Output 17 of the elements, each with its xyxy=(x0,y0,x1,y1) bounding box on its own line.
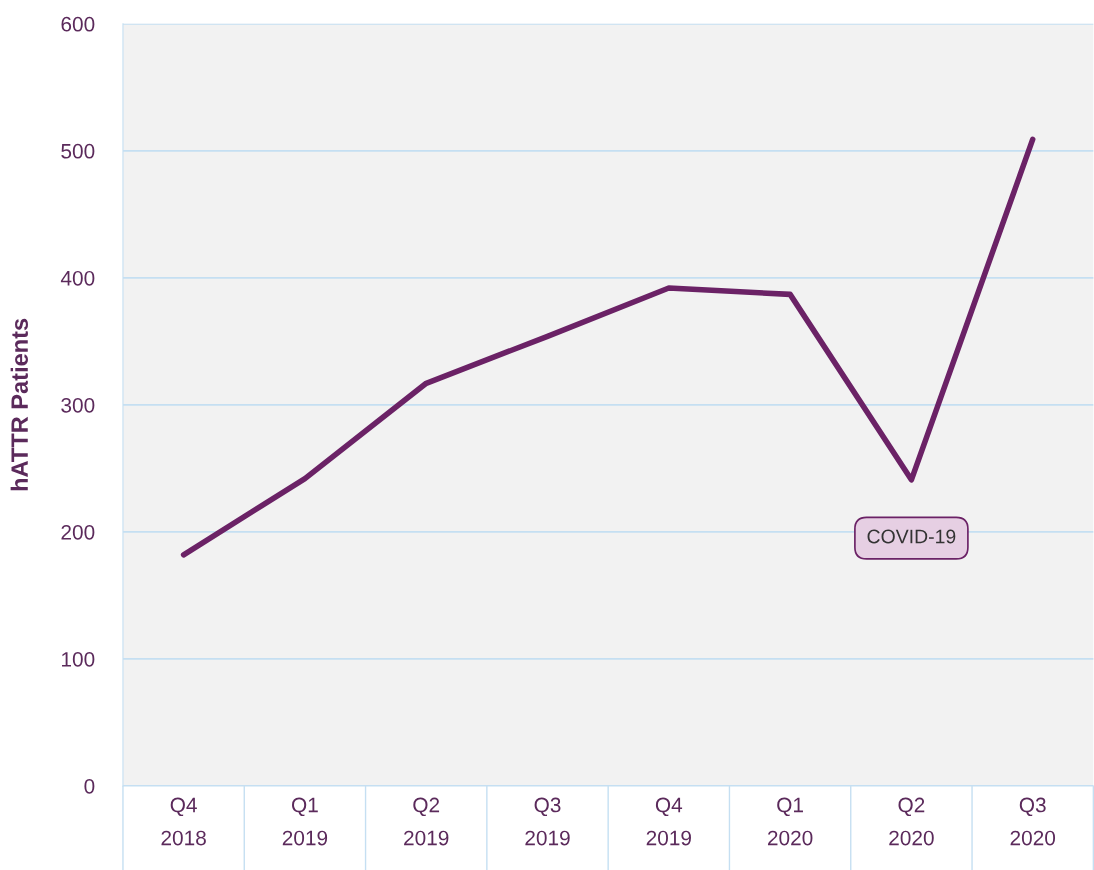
y-tick-label: 500 xyxy=(61,143,95,159)
y-tick-label: 0 xyxy=(84,778,95,794)
y-tick-label: 400 xyxy=(60,270,95,286)
y-axis-title: hATTR Patients xyxy=(10,318,28,491)
x-tick-label: Q3 2020 xyxy=(1010,797,1056,846)
x-tick-label: Q1 2020 xyxy=(767,797,813,846)
y-tick-label: 200 xyxy=(61,524,95,540)
x-tick-label: Q2 2020 xyxy=(889,797,934,846)
x-tick-label: Q3 2019 xyxy=(525,797,570,846)
y-tick-label: 300 xyxy=(61,397,95,413)
x-tick-label: Q4 2018 xyxy=(161,797,206,846)
y-tick-label: 600 xyxy=(61,16,95,32)
y-tick-label: 100 xyxy=(62,651,95,667)
x-tick-label: Q1 2019 xyxy=(282,797,328,846)
annotation: COVID-19 xyxy=(867,529,956,544)
x-tick-label: Q2 2019 xyxy=(404,797,449,846)
x-tick-label: Q4 2019 xyxy=(646,797,691,846)
